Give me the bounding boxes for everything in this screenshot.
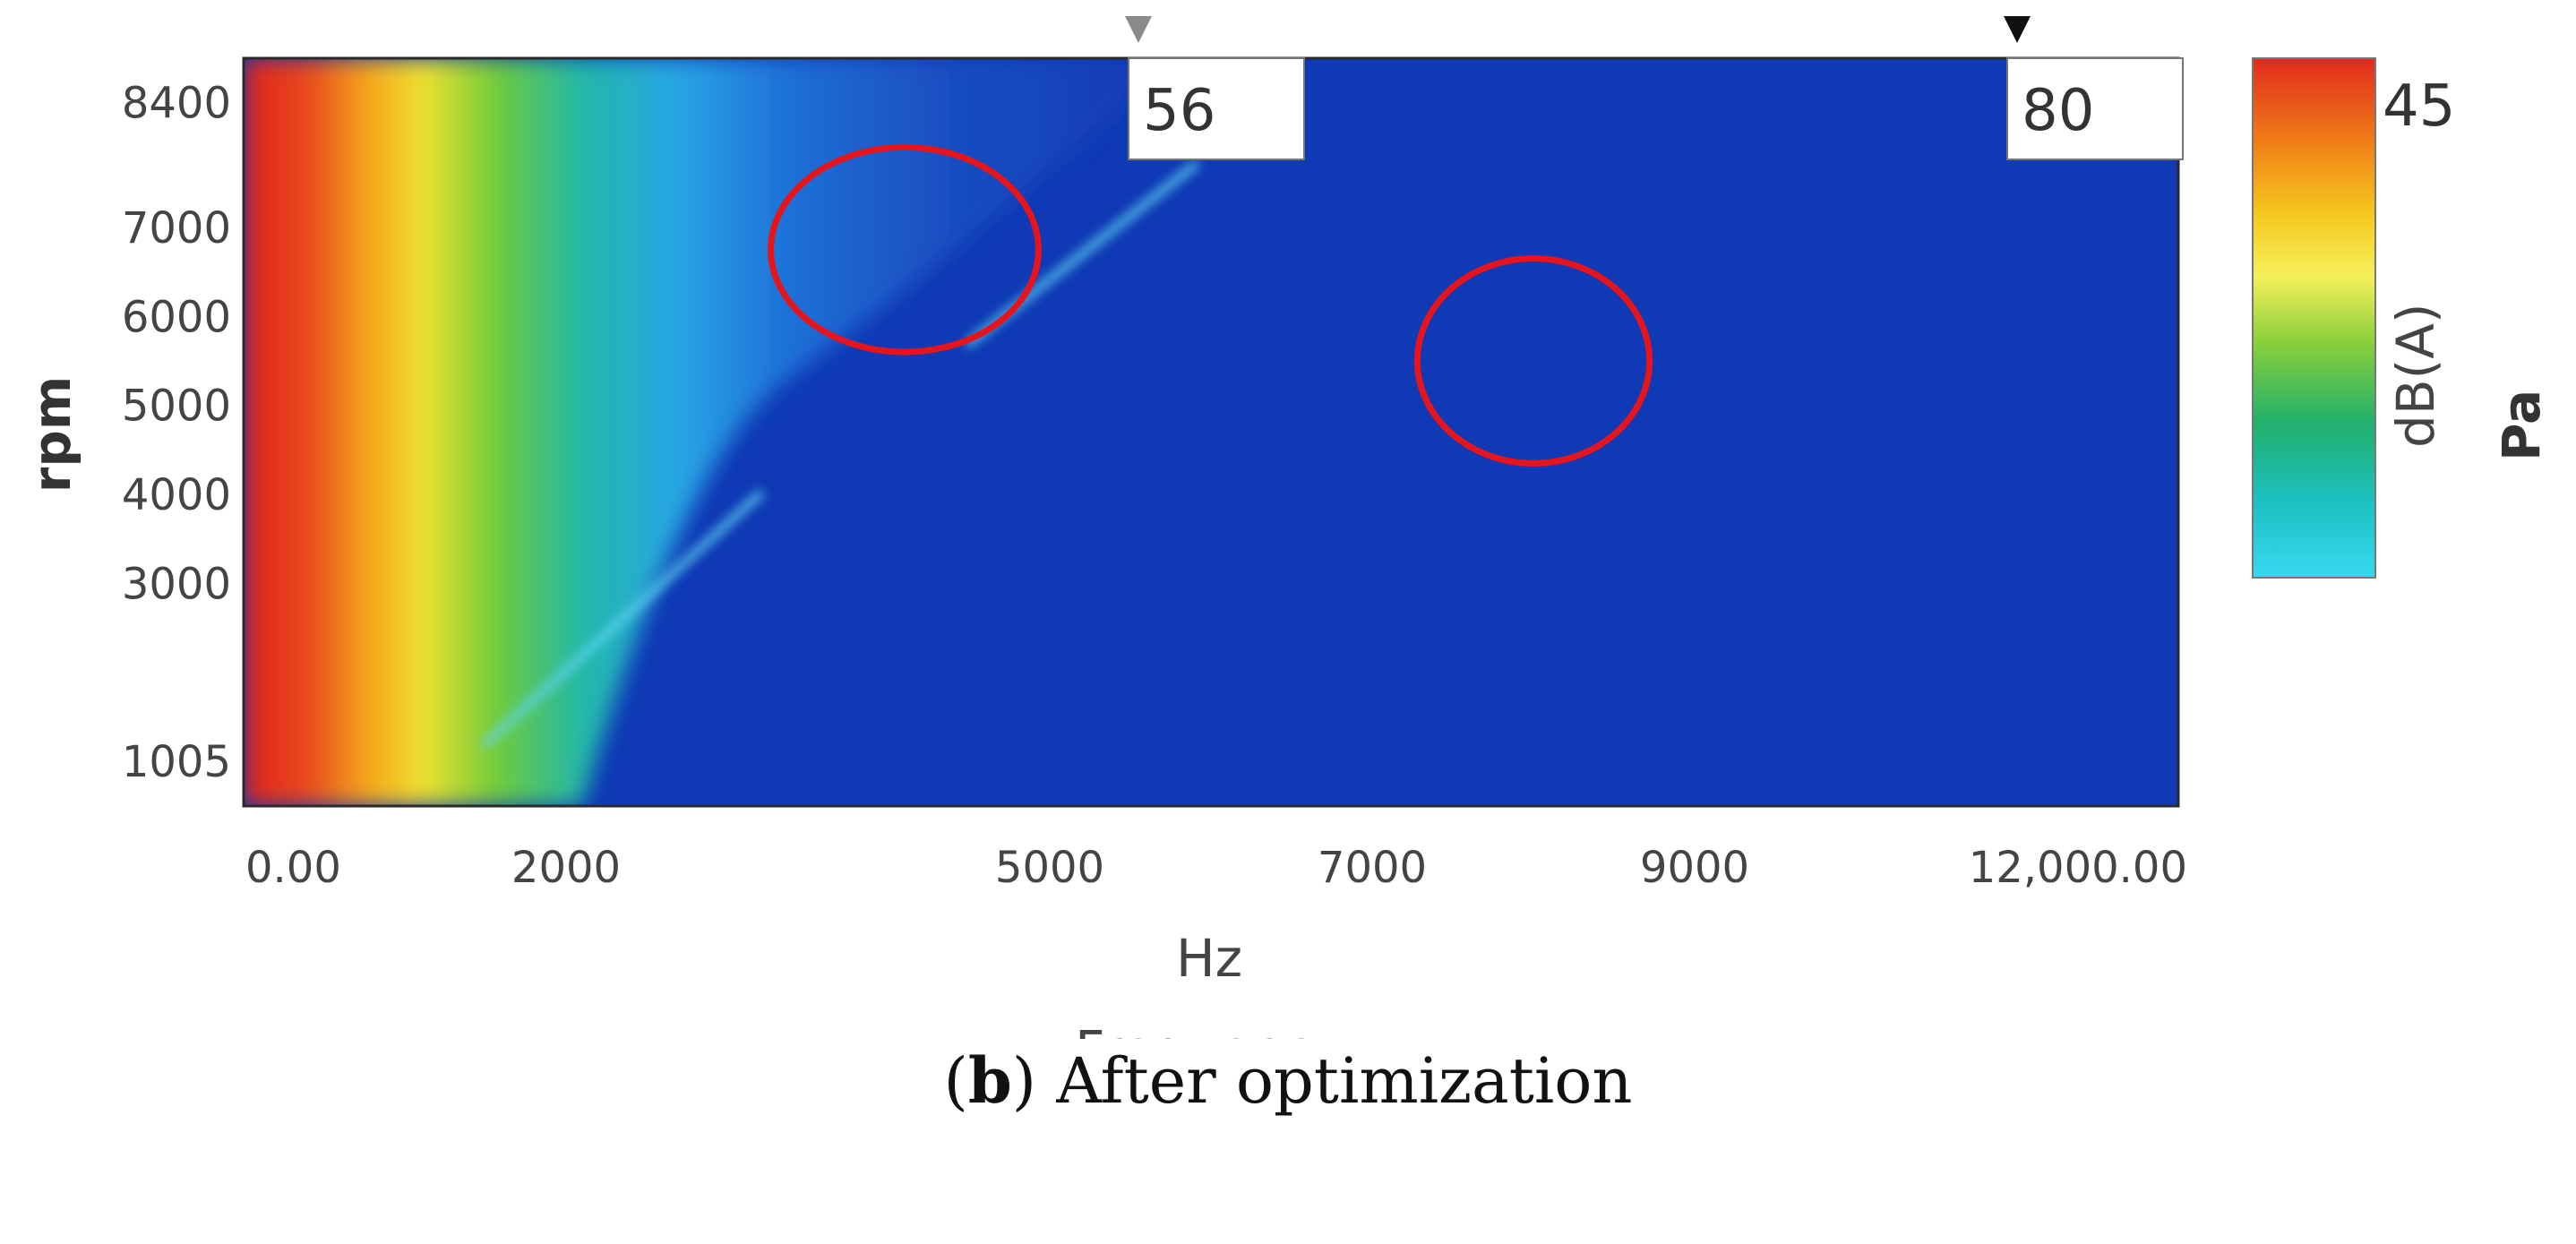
caption-letter: b xyxy=(967,1043,1012,1118)
marker-label: 80 xyxy=(2022,78,2094,144)
colorbar-unit-label: dB(A) xyxy=(2385,303,2446,448)
y-tick-label: 6000 xyxy=(122,292,231,342)
x-axis-ticks: 0.00 2000 5000 7000 9000 12,000.00 xyxy=(245,843,2187,893)
y-tick-label: 4000 xyxy=(122,470,231,520)
highlight-circle xyxy=(768,143,1042,356)
x-tick-label: 12,000.00 xyxy=(1969,843,2187,893)
x-tick-label: 0.00 xyxy=(245,843,341,893)
highlight-circle xyxy=(1413,255,1653,467)
marker-label: 56 xyxy=(1143,78,1215,144)
x-tick-label: 5000 xyxy=(995,843,1104,893)
colorbar-quantity-label: Pa xyxy=(2491,390,2552,461)
spectrogram-chart: 56 80 0.00 2000 5000 7000 9000 12,000.00 8400 7… xyxy=(21,16,2552,1039)
x-tick-label: 7000 xyxy=(1318,843,1427,893)
colorbar-max-label: 45 xyxy=(2383,73,2455,140)
heatmap-area xyxy=(244,58,2178,806)
x-tick-label: 2000 xyxy=(511,843,621,893)
caption-text: ) After optimization xyxy=(1011,1044,1633,1118)
y-axis-ticks: 8400 7000 6000 5000 4000 3000 1005 xyxy=(122,79,231,787)
low-frequency-energy-band xyxy=(244,58,1182,806)
caption-open-paren: ( xyxy=(943,1044,968,1118)
y-axis-title: rpm xyxy=(21,376,82,493)
marker-triangle xyxy=(2004,16,2031,43)
x-axis-title: Frequency xyxy=(1075,1019,1344,1039)
colorbar-gradient xyxy=(2253,58,2375,578)
highlight-circles xyxy=(768,143,1653,467)
figure-caption: (b) After optimization xyxy=(0,1043,2576,1118)
y-tick-label: 7000 xyxy=(122,203,231,253)
y-tick-label: 5000 xyxy=(122,382,231,432)
cursor-markers: 56 80 xyxy=(1125,16,2184,160)
x-axis-unit: Hz xyxy=(1176,928,1242,989)
y-tick-label: 1005 xyxy=(122,737,231,787)
colorbar: 45 dB(A) Pa xyxy=(2252,57,2552,579)
order-line xyxy=(481,490,764,748)
marker-triangle xyxy=(1125,16,1152,43)
y-tick-label: 3000 xyxy=(122,559,231,609)
y-tick-label: 8400 xyxy=(122,79,231,129)
marker-box xyxy=(1128,57,1305,160)
colorbar-frame xyxy=(2252,57,2376,579)
marker-box xyxy=(2006,57,2184,160)
x-tick-label: 9000 xyxy=(1640,843,1749,893)
